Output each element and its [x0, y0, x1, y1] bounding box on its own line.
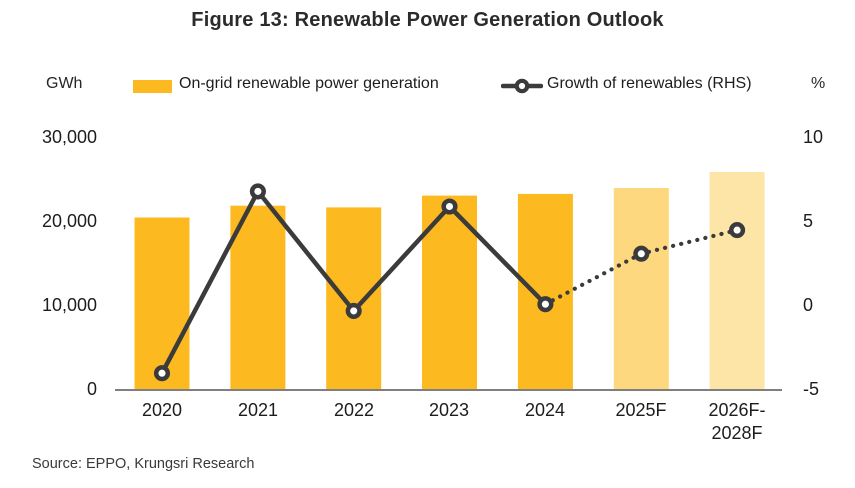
growth-marker-2025F: [633, 245, 650, 262]
left-axis-tick-20000: 20,000: [41, 211, 97, 231]
legend-line-series-label: Growth of renewables (RHS): [547, 75, 752, 92]
growth-marker-2024: [537, 296, 554, 313]
x-axis-label-2026f-line1: 2026F-: [708, 400, 766, 420]
growth-marker-2021: [249, 183, 266, 200]
right-axis-tick-10: 10: [803, 127, 824, 147]
left-axis-tick-30000: 30,000: [41, 127, 97, 147]
growth-marker-2026F-2028F: [729, 222, 746, 239]
legend-bar-swatch: [133, 80, 172, 93]
bar-2020: [134, 217, 190, 390]
bar-2021: [230, 205, 286, 390]
bar-2025F: [613, 188, 669, 390]
bar-2024: [517, 193, 573, 390]
legend-bar-series-label: On-grid renewable power generation: [179, 75, 439, 92]
right-axis-tick-neg5: -5: [803, 379, 820, 399]
x-axis-label-2020: 2020: [141, 400, 183, 420]
right-axis-tick-0: 0: [803, 295, 814, 315]
x-axis-label-2021: 2021: [237, 400, 279, 420]
source-note: Source: EPPO, Krungsri Research: [32, 456, 255, 472]
left-axis-unit-label: GWh: [46, 75, 83, 92]
bar-2026F-2028F: [709, 172, 765, 390]
right-axis-tick-5: 5: [803, 211, 814, 231]
x-axis-label-2026f-2028f: 2026F- 2028F: [692, 399, 782, 445]
x-axis-label-2022: 2022: [333, 400, 375, 420]
legend: GWh On-grid renewable power generation G…: [0, 0, 855, 100]
growth-marker-2022: [345, 302, 362, 319]
x-axis-label-2025f: 2025F: [615, 400, 667, 420]
x-axis-label-2024: 2024: [524, 400, 566, 420]
x-axis-label-2026f-line2: 2028F: [711, 423, 763, 443]
legend-line-swatch: [501, 78, 543, 94]
growth-marker-2020: [153, 365, 171, 382]
right-axis-unit-label: %: [811, 75, 826, 92]
growth-marker-2023: [441, 198, 458, 215]
bar-2022: [326, 207, 382, 390]
x-axis-label-2023: 2023: [428, 400, 470, 420]
left-axis-tick-10000: 10,000: [41, 295, 97, 315]
left-axis-tick-0: 0: [86, 379, 97, 399]
chart-title: Figure 13: Renewable Power Generation Ou…: [191, 9, 664, 31]
